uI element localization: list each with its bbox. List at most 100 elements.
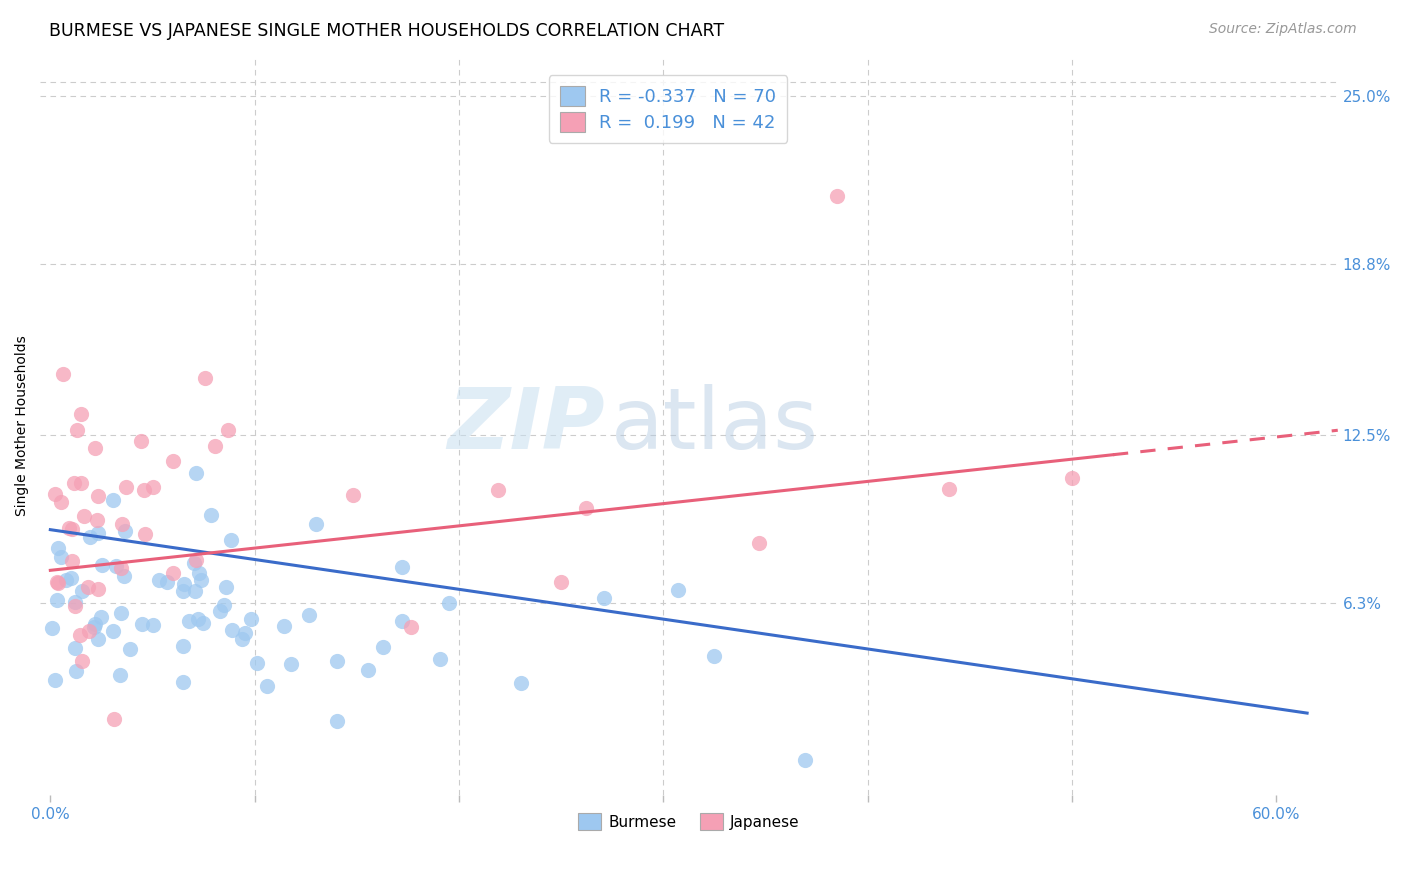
Point [90,609,112,624]
Point [280,657,302,671]
Point [183,556,205,570]
Point [70,584,93,599]
Point [120,642,142,657]
Point [70,475,93,490]
Point [219,533,242,548]
Point [103,713,125,727]
Point [91,558,114,573]
Point [46,593,69,607]
Point [575,500,598,515]
Point [326,714,349,729]
Point [148,574,170,588]
Point [240,612,263,626]
Point [256,679,278,693]
Point [172,584,194,599]
Point [429,652,451,666]
Point [46,575,69,590]
Point [173,577,195,591]
Point [112,569,135,583]
Point [58,521,80,535]
Point [60,571,83,585]
Point [326,654,349,668]
Point [129,434,152,448]
Point [86,582,108,596]
Point [273,618,295,632]
Point [172,639,194,653]
Point [84,441,107,455]
Point [593,591,616,605]
Point [70,407,93,421]
Point [794,753,817,767]
Point [41,621,63,635]
Point [188,566,211,580]
Point [87,632,110,647]
Point [115,480,138,494]
Point [208,604,231,618]
Point [186,553,208,567]
Point [142,479,165,493]
Point [83,616,105,631]
Point [190,573,212,587]
Point [156,574,179,589]
Point [357,664,380,678]
Point [114,524,136,538]
Point [63,640,86,655]
Point [399,620,422,634]
Point [510,675,533,690]
Point [49,549,72,564]
Point [177,614,200,628]
Point [87,526,110,541]
Point [825,189,848,203]
Point [105,559,128,574]
Point [101,624,124,638]
Point [215,580,238,594]
Point [79,530,101,544]
Point [63,599,86,613]
Point [231,632,253,646]
Point [44,486,66,500]
Text: Source: ZipAtlas.com: Source: ZipAtlas.com [1209,22,1357,37]
Point [70,654,93,668]
Point [52,367,75,381]
Text: atlas: atlas [612,384,820,467]
Point [55,573,77,587]
Point [391,614,413,628]
Point [191,616,214,631]
Text: BURMESE VS JAPANESE SINGLE MOTHER HOUSEHOLDS CORRELATION CHART: BURMESE VS JAPANESE SINGLE MOTHER HOUSEH… [49,22,724,40]
Legend: Burmese, Japanese: Burmese, Japanese [572,807,806,836]
Point [63,476,86,491]
Point [87,489,110,503]
Point [44,673,66,688]
Point [108,668,131,682]
Point [217,423,239,437]
Point [550,575,572,590]
Point [486,483,509,497]
Point [142,618,165,632]
Point [221,623,243,637]
Point [200,508,222,522]
Point [204,439,226,453]
Point [77,624,100,638]
Point [110,607,132,621]
Point [193,371,215,385]
Point [666,582,689,597]
Point [132,483,155,497]
Point [60,554,83,568]
Point [131,616,153,631]
Point [233,625,256,640]
Point [162,454,184,468]
Point [437,597,460,611]
Point [298,608,321,623]
Point [703,648,725,663]
Point [212,598,235,612]
Point [1062,471,1084,485]
Point [186,466,208,480]
Point [65,664,87,678]
Point [101,492,124,507]
Point [73,508,96,523]
Point [83,620,105,634]
Point [46,541,69,555]
Point [69,628,91,642]
Point [391,559,413,574]
Point [86,513,108,527]
